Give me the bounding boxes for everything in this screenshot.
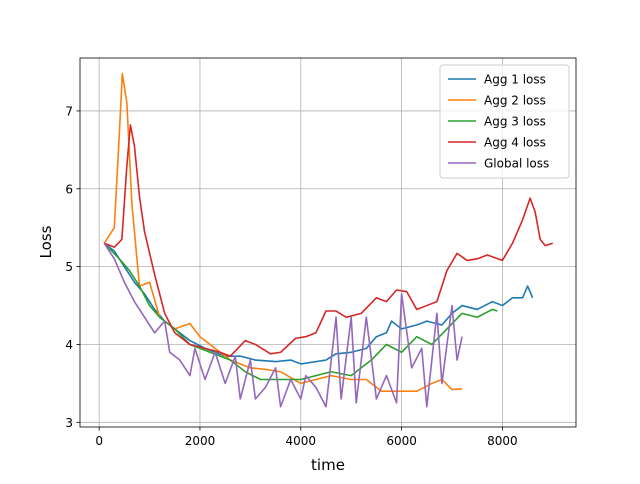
x-tick-label: 0: [95, 434, 103, 448]
x-tick-label: 2000: [185, 434, 216, 448]
legend-label: Agg 4 loss: [484, 136, 546, 150]
y-tick-label: 4: [65, 338, 73, 352]
y-tick-label: 3: [65, 416, 73, 430]
plot-frame: [79, 57, 577, 428]
y-tick-label: 5: [65, 260, 73, 274]
y-tick-label: 7: [65, 104, 73, 118]
line: [103, 242, 463, 408]
line: [103, 72, 463, 392]
legend-label: Agg 2 loss: [484, 94, 546, 108]
y-axis-label: Loss: [37, 225, 55, 258]
legend-label: Agg 1 loss: [484, 73, 546, 87]
legend-box: [439, 64, 570, 179]
y-tick-label: 6: [65, 182, 73, 196]
line: [103, 242, 498, 381]
x-tick-label: 6000: [386, 434, 417, 448]
x-tick-label: 4000: [286, 434, 317, 448]
x-axis-label: time: [311, 456, 345, 474]
line: [103, 124, 554, 357]
legend-label: Agg 3 loss: [484, 115, 546, 129]
x-tick-label: 8000: [487, 434, 518, 448]
legend-label: Global loss: [484, 157, 549, 171]
